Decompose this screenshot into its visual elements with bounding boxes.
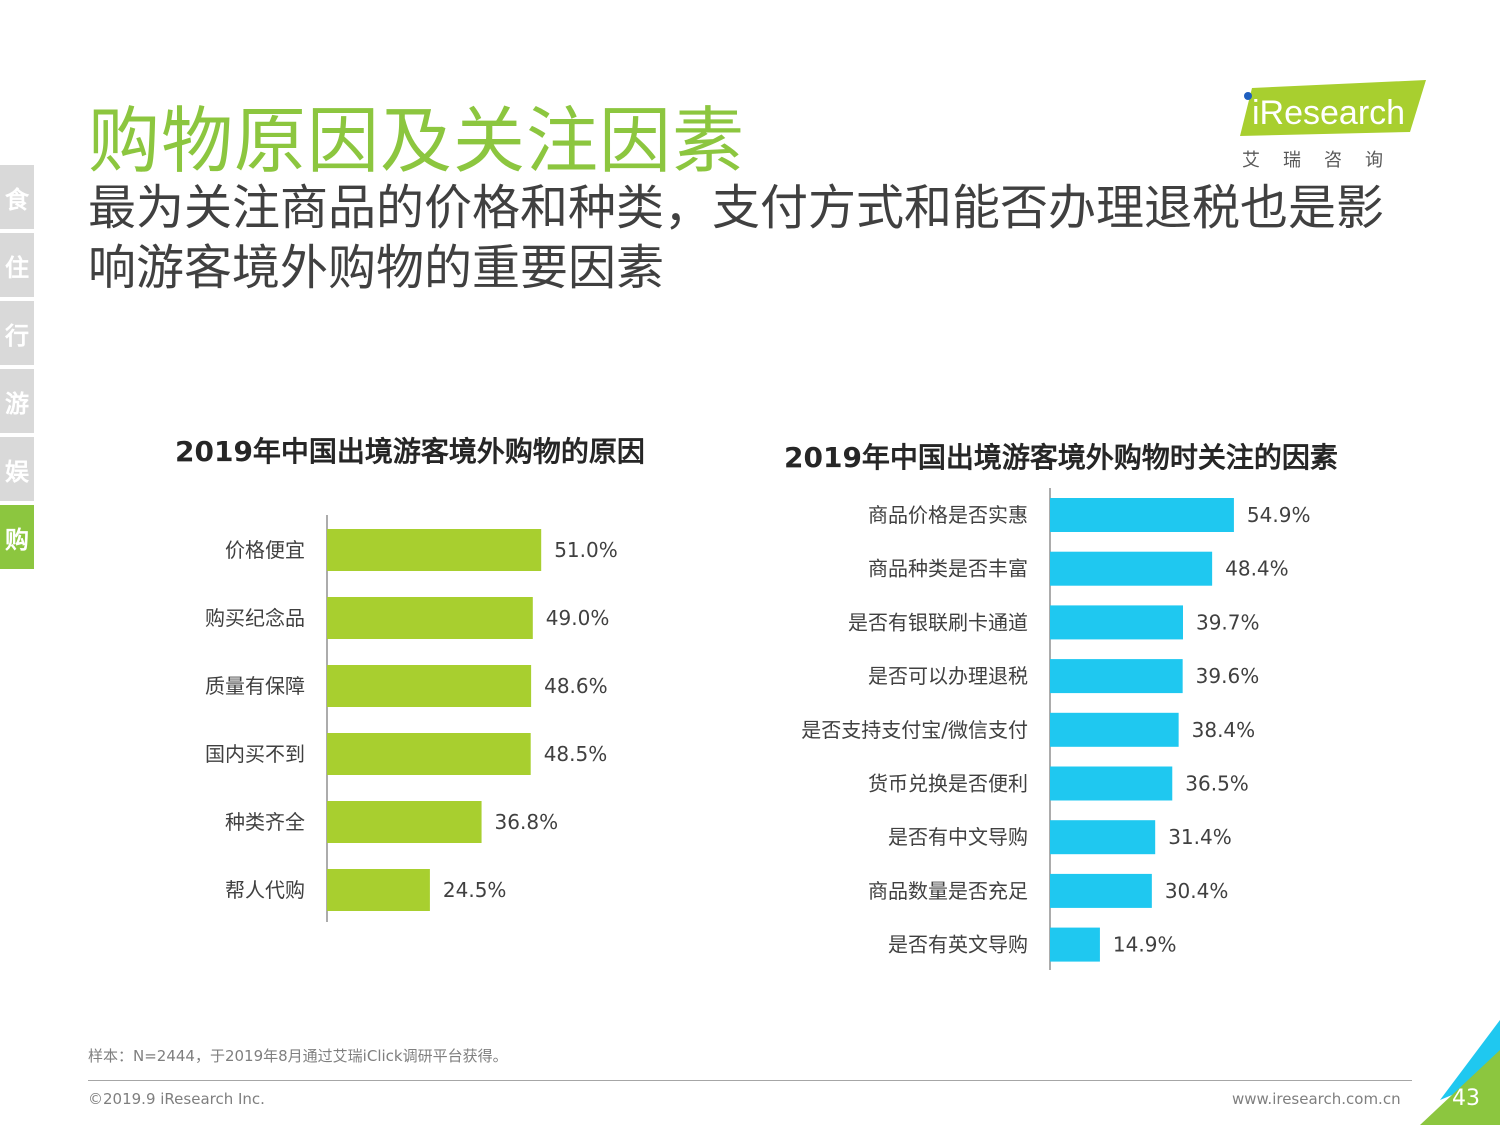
logo-brand-text: iResearch: [1252, 94, 1405, 132]
chart-2-bar: [1050, 659, 1183, 694]
chart-2-category-label: 商品数量是否充足: [868, 879, 1028, 903]
logo-chinese-name: 艾瑞咨询: [1242, 150, 1406, 171]
chart-1-category-label: 帮人代购: [225, 878, 305, 902]
chart-2-value-label: 30.4%: [1165, 879, 1229, 903]
chart-1-bar: [327, 869, 430, 911]
chart-2-category-label: 商品价格是否实惠: [868, 503, 1028, 527]
page-subtitle: 最为关注商品的价格和种类，支付方式和能否办理退税也是影响游客境外购物的重要因素: [88, 180, 1385, 296]
chart-2-bar: [1050, 551, 1213, 586]
chart-1-bar: [327, 665, 532, 707]
footnote: 样本：N=2444，于2019年8月通过艾瑞iClick调研平台获得。: [88, 1047, 508, 1065]
chart-1-title: 2019年中国出境游客境外购物的原因: [175, 435, 645, 468]
chart-2-category-label: 是否可以办理退税: [868, 664, 1028, 688]
chart-1-bar: [327, 529, 542, 571]
chart-1-category-label: 质量有保障: [205, 674, 305, 698]
chart-2-bar: [1050, 927, 1100, 962]
footer-divider: [88, 1080, 1412, 1081]
chart-1-bar: [327, 597, 533, 639]
chart-2-bar: [1050, 712, 1179, 747]
chart-1-value-label: 51.0%: [554, 538, 618, 562]
side-tab-tour[interactable]: 游: [0, 369, 34, 433]
copyright: ©2019.9 iResearch Inc.: [88, 1090, 265, 1108]
chart-2-value-label: 31.4%: [1168, 825, 1232, 849]
chart-2-value-label: 36.5%: [1185, 772, 1249, 796]
side-tab-shopping[interactable]: 购: [0, 505, 34, 569]
chart-1-bar: [327, 801, 482, 843]
side-tab-stay[interactable]: 住: [0, 233, 34, 297]
side-tab-travel[interactable]: 行: [0, 301, 34, 365]
chart-1-value-label: 48.5%: [544, 742, 608, 766]
chart-1-category-label: 国内买不到: [205, 742, 305, 766]
chart-2-value-label: 14.9%: [1113, 933, 1177, 957]
chart-2-bar: [1050, 605, 1183, 640]
chart-2-value-label: 39.6%: [1196, 664, 1260, 688]
side-tab-food[interactable]: 食: [0, 165, 34, 229]
chart-1-category-label: 购买纪念品: [205, 606, 305, 630]
chart-1-value-label: 49.0%: [546, 606, 610, 630]
corner-decoration: [1420, 1020, 1500, 1125]
logo-shape: iResearch: [1240, 80, 1426, 136]
chart-2-bar: [1050, 873, 1152, 908]
chart-2-value-label: 39.7%: [1196, 610, 1260, 634]
chart-2-bar: [1050, 766, 1173, 801]
side-tab-entertainment[interactable]: 娱: [0, 437, 34, 501]
iresearch-logo: iResearch 艾瑞咨询: [1238, 80, 1428, 172]
chart-2-category-label: 是否有银联刷卡通道: [848, 610, 1028, 634]
chart-1-value-label: 36.8%: [495, 810, 559, 834]
chart-1-category-label: 价格便宜: [225, 538, 305, 562]
chart-2-category-label: 是否支持支付宝/微信支付: [801, 718, 1028, 742]
chart-2-category-label: 商品种类是否丰富: [868, 557, 1028, 581]
chart-2-title: 2019年中国出境游客境外购物时关注的因素: [784, 441, 1338, 474]
chart-2-value-label: 38.4%: [1192, 718, 1256, 742]
chart-1-value-label: 48.6%: [544, 674, 608, 698]
chart-2-category-label: 货币兑换是否便利: [868, 772, 1028, 796]
chart-2-category-label: 是否有英文导购: [888, 933, 1028, 957]
chart-2-value-label: 48.4%: [1225, 557, 1289, 581]
chart-1-bar: [327, 733, 531, 775]
chart-2-bar: [1050, 820, 1156, 855]
side-nav: 食 住 行 游 娱 购: [0, 165, 34, 573]
page-number: 43: [1452, 1086, 1480, 1111]
chart-1-category-label: 种类齐全: [225, 810, 305, 834]
chart-2-category-label: 是否有中文导购: [888, 825, 1028, 849]
chart-1-value-label: 24.5%: [443, 878, 507, 902]
chart-2-bar: [1050, 498, 1234, 532]
website-link[interactable]: www.iresearch.com.cn: [1232, 1090, 1401, 1108]
page-title: 购物原因及关注因素: [88, 99, 746, 183]
chart-2-value-label: 54.9%: [1247, 503, 1311, 527]
